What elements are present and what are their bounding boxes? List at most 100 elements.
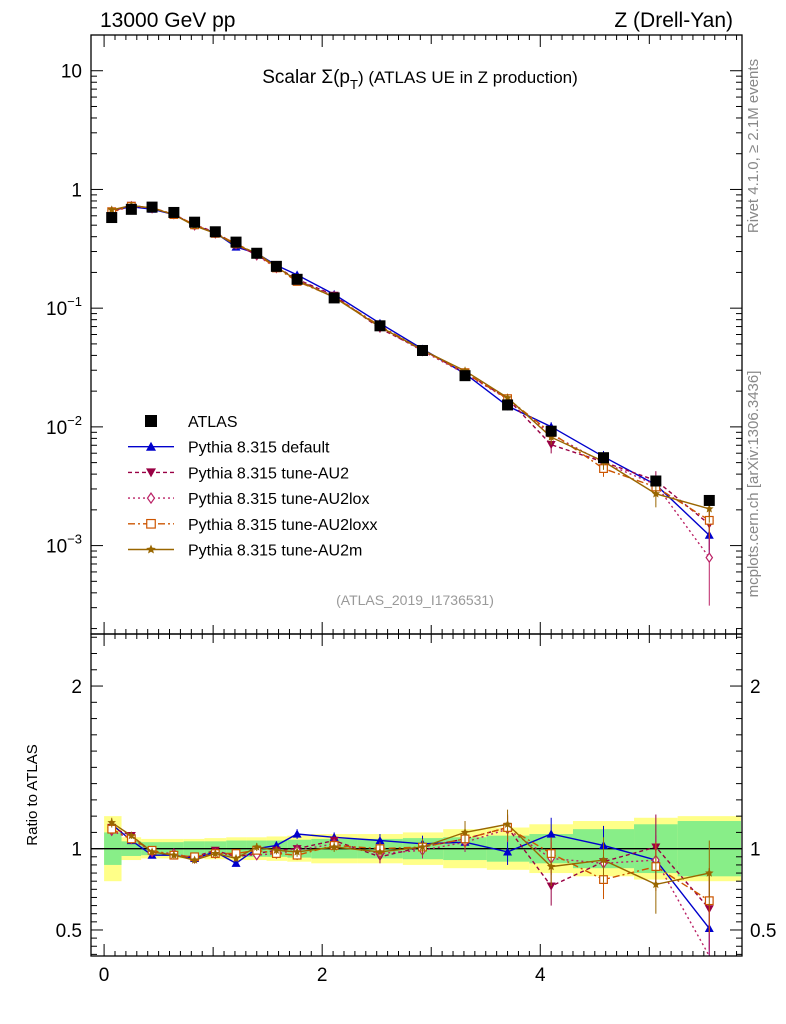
data-point (189, 216, 201, 228)
rivet-version-label: Rivet 4.1.0, ≥ 2.1M events (745, 59, 762, 233)
data-point (416, 344, 428, 356)
series-4-main-line (111, 204, 710, 510)
data-point (703, 494, 715, 506)
series-0-ratio-point (546, 829, 556, 838)
series-4-main-point (503, 393, 512, 402)
x-tick-label: 2 (317, 965, 328, 986)
legend-entry: ATLAS (145, 414, 238, 431)
ratio-y-axis-label: Ratio to ATLAS (24, 744, 41, 845)
main-y-tick-label: 10−2 (46, 413, 82, 439)
legend-label: Pythia 8.315 tune-AU2 (188, 465, 349, 482)
series-4-ratio-point (329, 842, 339, 851)
legend-marker (146, 518, 156, 529)
legend-label: Pythia 8.315 tune-AU2m (188, 543, 362, 560)
data-point (270, 260, 282, 272)
data-point (291, 273, 303, 285)
series-4-ratio-point (375, 847, 385, 856)
series-4-ratio-point (211, 849, 220, 858)
legend-label: Pythia 8.315 tune-AU2loxx (188, 517, 377, 534)
series-4-main-point (546, 432, 556, 441)
main-y-tick-label: 10−1 (46, 294, 82, 320)
series-4-ratio-point (546, 862, 556, 871)
analysis-label: (ATLAS_2019_I1736531) (336, 592, 494, 608)
series-4-main-point (705, 504, 714, 513)
data-point (545, 425, 557, 437)
chart-title-main: Scalar Σ(p (262, 67, 350, 88)
data-point (230, 236, 242, 248)
series-0-ratio-point (375, 836, 385, 845)
series-4-ratio-point (190, 855, 199, 864)
legend-marker (146, 441, 156, 451)
legend-entry: Pythia 8.315 tune-AU2loxx (128, 517, 377, 534)
ratio-panel-frame (90, 633, 743, 957)
ratio-y-tick-label-right: 0.5 (750, 921, 776, 942)
data-point (251, 247, 263, 259)
data-point (106, 212, 118, 224)
legend-entry: Pythia 8.315 default (128, 440, 330, 457)
main-y-tick-label: 10−3 (46, 532, 82, 558)
ratio-y-tick-label: 2 (71, 677, 82, 698)
series-0-ratio-point (231, 858, 241, 867)
data-point (374, 320, 386, 332)
series-4-ratio-point (418, 842, 427, 851)
series-4-ratio-point (651, 879, 661, 889)
series-4-ratio-point (460, 827, 470, 837)
ratio-y-tick-label-right: 1 (750, 840, 761, 861)
main-y-tick-label: 10 (61, 62, 82, 83)
series-4-ratio-point (272, 845, 281, 854)
data-point (146, 201, 158, 213)
data-point (598, 452, 610, 464)
legend-marker (146, 492, 156, 505)
series-4-main-point (107, 205, 116, 214)
data-point (209, 226, 221, 238)
legend-label: Pythia 8.315 tune-AU2lox (188, 491, 369, 508)
series-4-ratio-point (231, 853, 241, 863)
legend-entry: Pythia 8.315 tune-AU2 (128, 465, 349, 482)
legend-entry: Pythia 8.315 tune-AU2lox (128, 491, 369, 508)
legend-marker (146, 544, 156, 554)
series-4-ratio-point (292, 847, 302, 856)
ratio-y-tick-label: 1 (71, 840, 82, 861)
header-energy-label: 13000 GeV pp (100, 9, 235, 32)
series-4-ratio-point (127, 831, 136, 840)
series-4-ratio-point (107, 818, 116, 827)
legend-entry: Pythia 8.315 tune-AU2m (128, 543, 362, 560)
series-4-ratio-point (705, 868, 714, 877)
legend: ATLAS Pythia 8.315 default Pythia 8.315 tu… (128, 414, 377, 560)
chart-title-subscript: T (350, 77, 358, 92)
data-point (502, 399, 514, 411)
series-4-ratio-point (169, 850, 179, 859)
series-4-main-point (651, 489, 661, 498)
series-1-main-point (546, 441, 556, 450)
data-point (125, 203, 137, 215)
data-point (168, 206, 180, 218)
series-0-ratio-point (292, 829, 302, 838)
series-0-main-line (111, 206, 710, 536)
data-point (328, 292, 340, 304)
legend-marker (145, 415, 157, 427)
chart-title: Scalar Σ(pT) (ATLAS UE in Z production) (262, 67, 578, 92)
series-4-ratio-point (503, 819, 512, 828)
x-tick-label: 0 (99, 965, 110, 986)
data-point (459, 370, 471, 382)
x-tick-label: 4 (535, 965, 546, 986)
series-4-ratio-point (147, 847, 157, 856)
main-y-tick-label: 1 (71, 180, 82, 201)
chart-title-tail: ) (ATLAS UE in Z production) (358, 68, 578, 87)
series-2-main-point (705, 552, 714, 564)
legend-label: ATLAS (188, 414, 238, 431)
legend-label: Pythia 8.315 default (188, 440, 330, 457)
ratio-y-tick-label-right: 2 (750, 677, 761, 698)
series-1-ratio-point (546, 882, 556, 891)
main-panel: 10 1 10−1 10−2 10−3 Scalar Σ(pT) (ATLAS UE i… (46, 34, 743, 635)
ratio-panel: 0 2 4 0.5 0.5 1 1 2 2 Ratio to ATLAS (24, 633, 776, 986)
legend-marker (146, 468, 156, 478)
data-point (650, 475, 662, 487)
series-4-ratio-point (599, 855, 608, 864)
header-process-label: Z (Drell-Yan) (614, 9, 733, 32)
ratio-y-tick-label: 0.5 (56, 921, 82, 942)
series-4-ratio-point (252, 842, 262, 851)
mcplots-credit-label: mcplots.cern.ch [arXiv:1306.3436] (745, 371, 762, 598)
series-0-ratio-point (503, 847, 513, 856)
